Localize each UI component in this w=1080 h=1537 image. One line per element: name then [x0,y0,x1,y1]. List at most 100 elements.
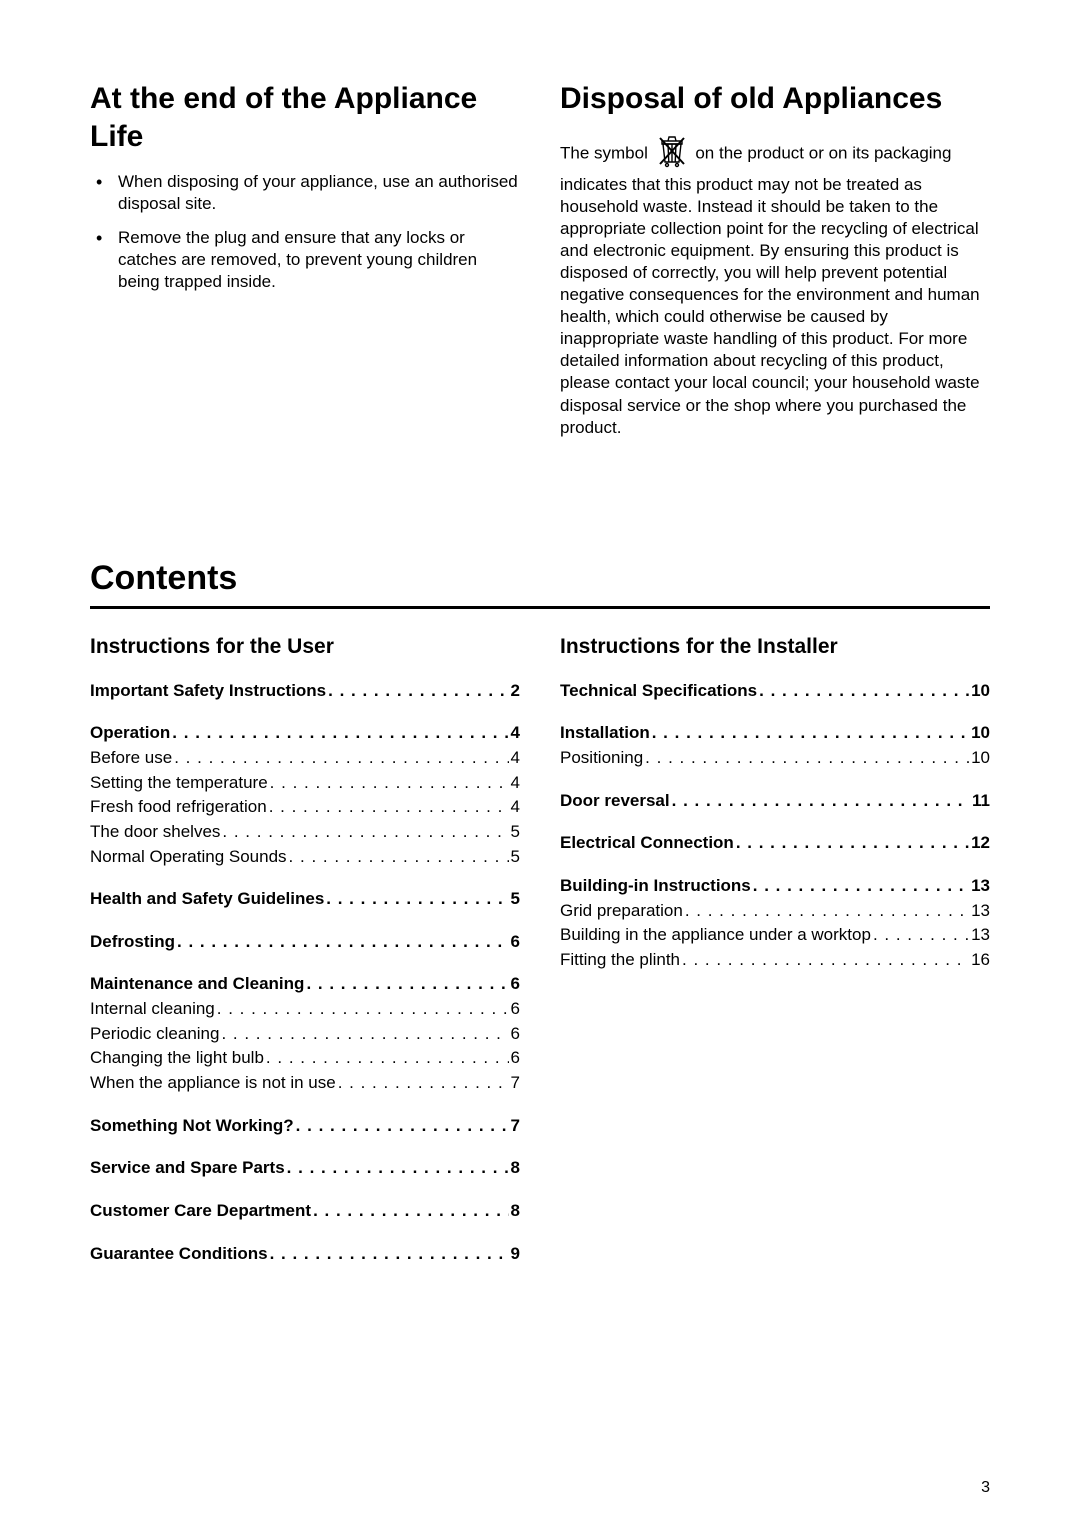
toc-dots [266,1046,509,1071]
toc-right: Technical Specifications 10 Installation 10… [560,679,990,973]
toc-page: 13 [971,874,990,899]
contents-left-column: Instructions for the User Important Safe… [90,635,520,1267]
toc-line: Before use4 [90,746,520,771]
toc-dots [177,930,509,955]
user-instructions-heading: Instructions for the User [90,635,520,659]
toc-label: Maintenance and Cleaning [90,972,304,997]
top-right-column: Disposal of old Appliances The symbol [560,80,990,439]
toc-line: Periodic cleaning 6 [90,1022,520,1047]
toc-group-gap [560,856,990,874]
toc-label: Installation [560,721,650,746]
toc-label: Something Not Working? [90,1114,294,1139]
toc-label: Normal Operating Sounds [90,845,287,870]
toc-label: Building in the appliance under a workto… [560,923,871,948]
toc-page: 11 [972,789,990,814]
top-section: At the end of the Appliance Life When di… [90,80,990,439]
toc-dots [287,1156,509,1181]
toc-group-gap [90,954,520,972]
toc-dots [221,1022,508,1047]
bullet-item: Remove the plug and ensure that any lock… [118,227,520,293]
toc-label: Fitting the plinth [560,948,680,973]
toc-line: The door shelves5 [90,820,520,845]
toc-line: Service and Spare Parts8 [90,1156,520,1181]
toc-label: Grid preparation [560,899,683,924]
disposal-text-after: on the product or on its packaging indic… [560,143,980,437]
toc-group-gap [90,912,520,930]
toc-page: 6 [511,1022,520,1047]
toc-line: Guarantee Conditions9 [90,1242,520,1267]
toc-dots [217,997,509,1022]
toc-line: Grid preparation13 [560,899,990,924]
toc-label: The door shelves [90,820,220,845]
toc-dots [652,721,969,746]
toc-dots [174,746,508,771]
toc-group-gap [90,703,520,721]
toc-page: 10 [971,679,990,704]
toc-page: 2 [511,679,520,704]
toc-dots [672,789,970,814]
toc-page: 5 [511,845,520,870]
toc-line: Maintenance and Cleaning 6 [90,972,520,997]
toc-page: 16 [971,948,990,973]
end-of-life-bullets: When disposing of your appliance, use an… [90,171,520,293]
toc-dots [759,679,969,704]
toc-line: Defrosting6 [90,930,520,955]
toc-label: Periodic cleaning [90,1022,219,1047]
toc-label: Customer Care Department [90,1199,311,1224]
toc-page: 4 [511,721,520,746]
toc-page: 12 [971,831,990,856]
contents-right-column: Instructions for the Installer Technical… [560,635,990,1267]
toc-label: Door reversal [560,789,670,814]
toc-label: Operation [90,721,170,746]
toc-line: Changing the light bulb 6 [90,1046,520,1071]
toc-dots [753,874,969,899]
toc-line: Fresh food refrigeration 4 [90,795,520,820]
bullet-item: When disposing of your appliance, use an… [118,171,520,215]
toc-label: Changing the light bulb [90,1046,264,1071]
toc-dots [736,831,969,856]
toc-line: Electrical Connection12 [560,831,990,856]
toc-line: Health and Safety Guidelines5 [90,887,520,912]
toc-line: Internal cleaning6 [90,997,520,1022]
toc-page: 4 [511,795,520,820]
toc-dots [222,820,508,845]
toc-group-gap [560,703,990,721]
toc-label: Before use [90,746,172,771]
toc-label: Important Safety Instructions [90,679,326,704]
toc-label: Internal cleaning [90,997,215,1022]
toc-label: Guarantee Conditions [90,1242,268,1267]
toc-group-gap [560,771,990,789]
toc-page: 4 [511,771,520,796]
toc-dots [326,887,508,912]
toc-line: Fitting the plinth 16 [560,948,990,973]
toc-label: Technical Specifications [560,679,757,704]
toc-line: Technical Specifications 10 [560,679,990,704]
toc-dots [172,721,508,746]
contents-columns: Instructions for the User Important Safe… [90,635,990,1267]
toc-group-gap [90,1181,520,1199]
toc-label: Positioning [560,746,643,771]
toc-dots [338,1071,509,1096]
toc-label: Health and Safety Guidelines [90,887,324,912]
toc-page: 6 [511,1046,520,1071]
toc-line: Customer Care Department8 [90,1199,520,1224]
toc-group-gap [90,1096,520,1114]
top-left-column: At the end of the Appliance Life When di… [90,80,520,439]
toc-line: Door reversal 11 [560,789,990,814]
toc-left: Important Safety Instructions 2 Operation 4… [90,679,520,1267]
toc-label: When the appliance is not in use [90,1071,336,1096]
toc-dots [685,899,969,924]
toc-page: 10 [971,746,990,771]
toc-line: Important Safety Instructions 2 [90,679,520,704]
toc-line: Building-in Instructions13 [560,874,990,899]
disposal-heading: Disposal of old Appliances [560,80,990,118]
disposal-text-before: The symbol [560,143,648,162]
disposal-paragraph: The symbol [560,134,990,439]
toc-dots [289,845,509,870]
contents-rule [90,606,990,609]
toc-label: Fresh food refrigeration [90,795,267,820]
toc-line: Normal Operating Sounds 5 [90,845,520,870]
toc-page: 6 [511,972,520,997]
toc-group-gap [90,869,520,887]
toc-page: 6 [511,930,520,955]
